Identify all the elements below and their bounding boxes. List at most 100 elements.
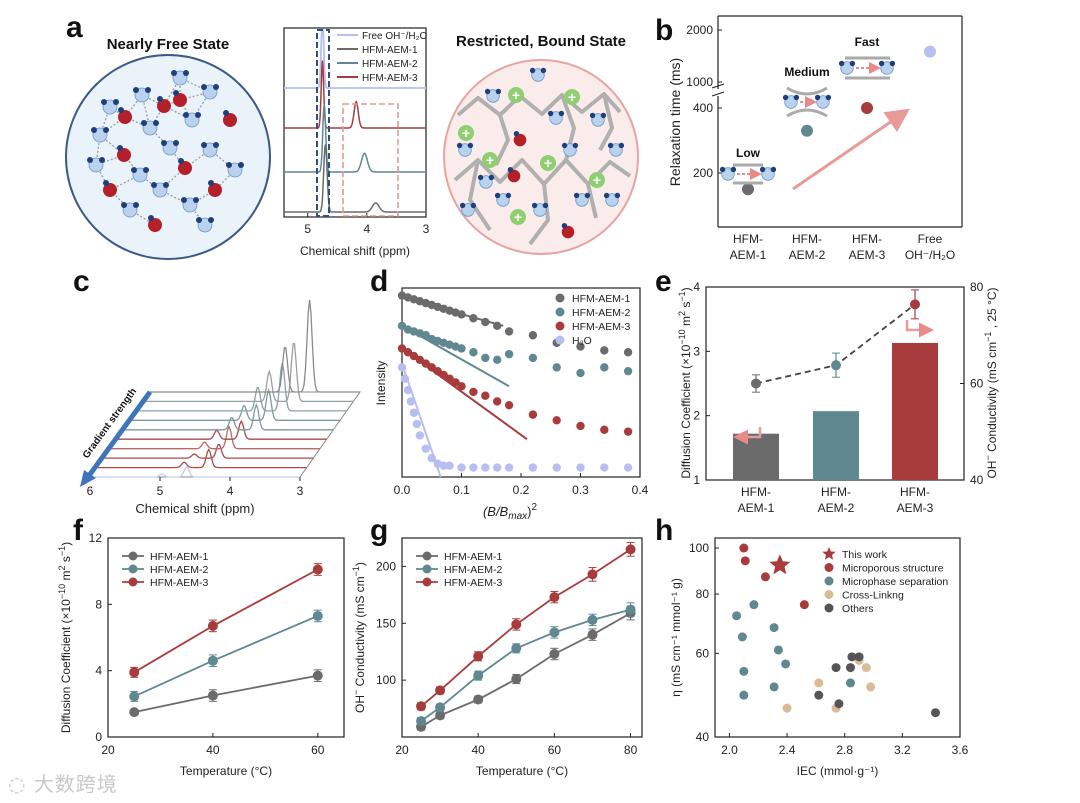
data-point-b [861,102,873,114]
data-point-d [600,463,609,472]
plot-frame-a [283,27,427,218]
x-tick-label-d: 0.0 [394,483,411,497]
hydrogen-atom [589,112,596,119]
hydrogen-atom [558,110,565,117]
y-tick-label-b: 2000 [686,23,713,37]
data-point-h [845,663,855,673]
legend-marker-d [555,321,565,331]
hydrogen-atom [208,180,214,186]
data-point-d [415,431,425,440]
hydrogen-atom [573,192,580,199]
x-tick-label-b: AEM-3 [849,248,886,262]
data-point-f [312,670,323,681]
data-point-g [511,643,522,654]
y-tick-label-f: 8 [95,597,102,611]
x-tick-label-d: 0.1 [453,483,470,497]
legend-label-g: HFM-AEM-2 [444,564,502,576]
series-line [284,104,426,173]
hydrogen-atom [793,94,800,101]
panel-letter-h: h [655,514,673,547]
x-tick-label-g: 20 [395,743,409,757]
x-tick-label-a: 4 [363,222,370,236]
y-axis-label-f: Diffusion Coefficient (×10−10 m2 s−1) [57,542,73,733]
y-tick-label-g: 200 [376,559,396,573]
x-tick-label-b: Free [918,232,943,246]
hydrogen-atom [561,223,568,229]
data-point-d [481,391,490,400]
free-state-molecules [87,70,244,233]
data-point-h [769,623,779,633]
hydrogen-atom [195,112,201,118]
data-point-f [207,690,218,701]
data-point-d [576,368,585,378]
series-line-g [420,608,631,722]
bound-state-title: Restricted, Bound State [456,33,626,50]
data-point-g [511,674,522,685]
hydrogen-atom [825,94,832,101]
data-point-d [600,425,609,434]
hydrogen-atom [540,67,547,74]
x-tick-label-c: 4 [227,484,234,498]
stacked-trace-c [96,448,307,469]
data-point-d [528,410,538,419]
y-axis-label-d: Intensity [374,361,388,406]
data-point-d [457,310,466,319]
hydroxide-ion [157,99,171,113]
polymer-chain [598,93,614,151]
hydrogen-atom [91,127,97,133]
conductivity-point-e [751,378,761,389]
hydrogen-atom [547,110,554,117]
bar-e [813,411,859,480]
data-point-d [445,461,454,470]
legend-marker-h [824,590,834,599]
cation-plus-icon: + [512,87,520,103]
cation-group [540,155,556,171]
data-point-d [504,463,514,472]
gradient-arrowhead-c [80,470,96,487]
hydrogen-atom [193,197,199,203]
hydrogen-atom [494,192,501,199]
cation-plus-icon: + [568,89,576,105]
hydrogen-atom [161,140,167,146]
data-point-d [481,317,490,327]
data-point-g [625,544,636,555]
y-tick-label-h: 80 [696,587,710,601]
data-point-d [469,387,478,397]
stacked-trace-c [103,444,314,459]
speed-label-b: Fast [855,35,880,49]
data-point-f [312,564,323,575]
data-point-b [742,183,754,196]
polymer-chain [586,183,598,219]
legend-label: HFM-AEM-1 [362,45,418,56]
hydroxide-ion [117,148,131,162]
legend-label-h: This work [842,549,888,561]
data-point-d [493,463,502,472]
cation-plus-icon: + [544,155,552,171]
legend-label-d: HFM-AEM-1 [572,293,630,305]
stacked-trace-c [150,299,360,393]
data-point-d [457,463,466,472]
hydroxide-ion [561,225,575,239]
axis-pointer-left-e [733,427,762,445]
data-point-g [473,670,484,681]
hydrogen-atom [163,182,169,188]
hydrogen-atom [181,197,187,203]
stacked-trace-c [90,466,300,478]
data-point-g [549,592,560,603]
data-point-h [834,699,844,709]
data-point-h [847,652,857,662]
legend-marker-h [824,576,834,586]
hydrogen-atom [226,162,232,168]
legend-marker-g [422,564,432,574]
legend-marker-d [555,307,565,317]
cation-group [510,209,526,225]
x-tick-label-b: HFM- [852,232,882,246]
series-line-f [134,674,318,713]
legend-label: HFM-AEM-2 [362,59,418,70]
x-tick-label-f: 20 [101,743,115,757]
polymer-chain [468,159,492,232]
hydrogen-atom [488,174,495,181]
hydrogen-atom [208,217,214,223]
y2-tick-label-e: 80 [970,280,984,294]
data-point-h [749,600,759,610]
